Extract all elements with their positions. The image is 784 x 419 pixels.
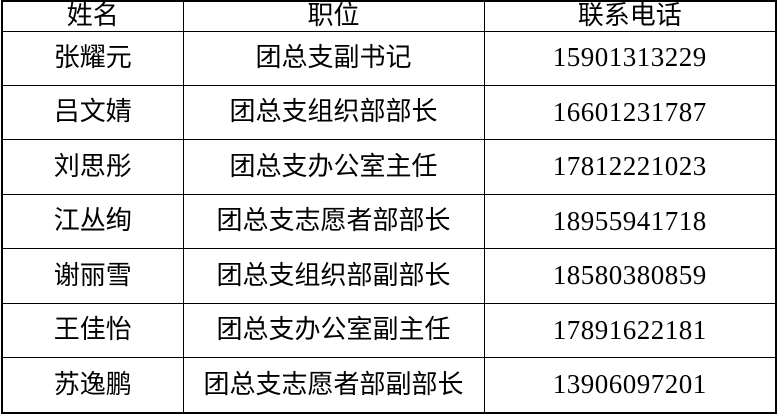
- phone-cell: 16601231787: [483, 85, 777, 141]
- contact-table: 姓名 职位 联系电话 张耀元 团总支副书记 15901313229 吕文婧 团总…: [1, 0, 777, 414]
- position-cell: 团总支组织部副部长: [182, 248, 485, 304]
- table-row: 苏逸鹏 团总支志愿者部副部长 13906097201: [1, 357, 777, 414]
- table-row: 谢丽雪 团总支组织部副部长 18580380859: [1, 248, 777, 304]
- table-row: 王佳怡 团总支办公室副主任 17891622181: [1, 302, 777, 359]
- table-row: 吕文婧 团总支组织部部长 16601231787: [1, 85, 777, 141]
- phone-cell: 18955941718: [483, 193, 777, 250]
- name-cell: 张耀元: [1, 30, 184, 87]
- name-cell: 苏逸鹏: [1, 357, 184, 414]
- name-cell: 江丛绚: [1, 193, 184, 250]
- name-cell: 吕文婧: [1, 85, 184, 141]
- phone-cell: 18580380859: [483, 248, 777, 304]
- table-row: 江丛绚 团总支志愿者部部长 18955941718: [1, 193, 777, 250]
- phone-cell: 15901313229: [483, 30, 777, 87]
- position-cell: 团总支组织部部长: [182, 85, 485, 141]
- table-row: 刘思彤 团总支办公室主任 17812221023: [1, 139, 777, 195]
- column-header-name: 姓名: [1, 0, 184, 32]
- position-cell: 团总支志愿者部副部长: [182, 357, 485, 414]
- column-header-position: 职位: [182, 0, 485, 32]
- phone-cell: 13906097201: [483, 357, 777, 414]
- position-cell: 团总支志愿者部部长: [182, 193, 485, 250]
- column-header-phone: 联系电话: [483, 0, 777, 32]
- phone-cell: 17891622181: [483, 302, 777, 359]
- position-cell: 团总支副书记: [182, 30, 485, 87]
- phone-cell: 17812221023: [483, 139, 777, 195]
- header-row: 姓名 职位 联系电话: [1, 0, 777, 32]
- name-cell: 王佳怡: [1, 302, 184, 359]
- table-row: 张耀元 团总支副书记 15901313229: [1, 30, 777, 87]
- position-cell: 团总支办公室主任: [182, 139, 485, 195]
- name-cell: 谢丽雪: [1, 248, 184, 304]
- position-cell: 团总支办公室副主任: [182, 302, 485, 359]
- name-cell: 刘思彤: [1, 139, 184, 195]
